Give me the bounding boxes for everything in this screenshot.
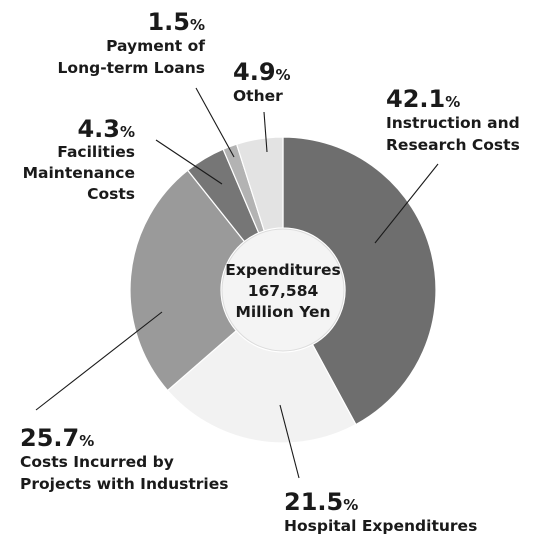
donut-hole (221, 228, 345, 352)
value-label-long-term-loans: 1.5% (147, 8, 205, 36)
category-label-projects-industries: Projects with Industries (20, 475, 228, 493)
value-label-facilities-maintenance: 4.3% (77, 115, 135, 143)
value-label-hospital: 21.5% (284, 488, 358, 516)
leader-line-facilities-maintenance (155, 139, 223, 185)
leader-lines-group (35, 87, 439, 479)
category-label-instruction-research: Instruction and (386, 114, 520, 132)
category-label-instruction-research: Research Costs (386, 136, 520, 154)
leader-line-projects-industries (35, 311, 163, 411)
labels-group: 42.1%Instruction and Research Costs 21.5%H… (20, 8, 520, 535)
category-label-facilities-maintenance: Costs (87, 185, 135, 203)
center-label-line: Expenditures (225, 261, 340, 279)
center-group: Expenditures 167,584 Million Yen (225, 261, 340, 321)
leader-line-long-term-loans (195, 87, 235, 158)
category-label-long-term-loans: Long-term Loans (58, 59, 205, 77)
category-label-facilities-maintenance: Maintenance (23, 164, 135, 182)
category-label-hospital: Hospital Expenditures (284, 517, 477, 535)
value-label-projects-industries: 25.7% (20, 424, 94, 452)
category-label-projects-industries: Costs Incurred by (20, 453, 174, 471)
leader-line-instruction-research (374, 163, 439, 244)
slice-projects-industries (129, 169, 246, 392)
center-label-line: Million Yen (235, 303, 330, 321)
category-label-long-term-loans: Payment of (106, 37, 205, 55)
leader-line-other (263, 111, 268, 153)
value-label-other: 4.9% (233, 58, 291, 86)
category-label-facilities-maintenance: Facilities (57, 143, 135, 161)
slices-group (129, 136, 437, 444)
leader-line-hospital (279, 404, 300, 479)
value-label-instruction-research: 42.1% (386, 85, 460, 113)
slice-other (235, 136, 284, 232)
slice-hospital (166, 329, 357, 444)
center-label-line: 167,584 (248, 282, 319, 300)
slice-instruction-research (282, 136, 437, 426)
category-label-other: Other (233, 87, 283, 105)
